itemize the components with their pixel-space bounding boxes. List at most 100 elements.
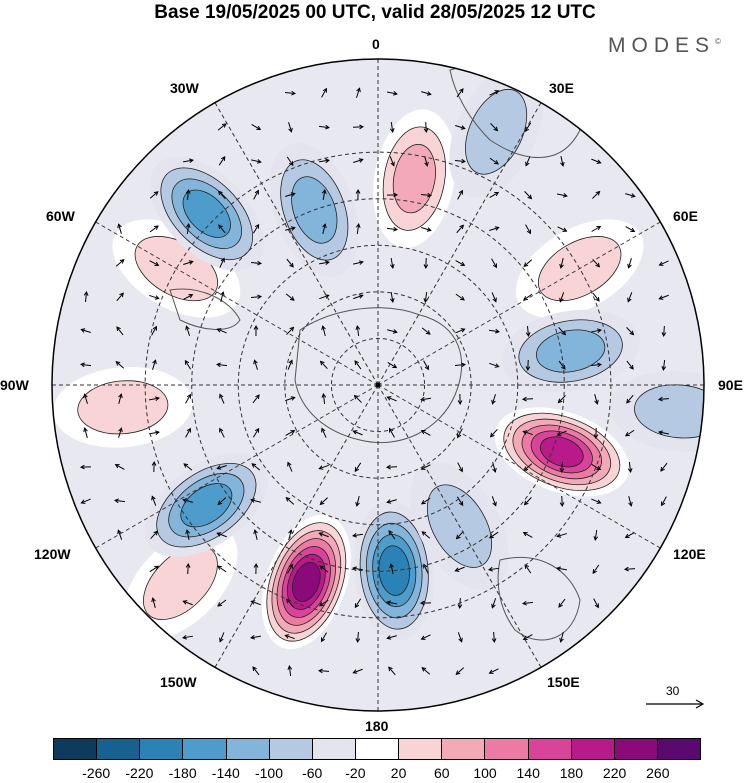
- wind-arrow: [522, 532, 533, 538]
- wind-arrow: [151, 495, 157, 506]
- wind-arrow: [352, 532, 364, 538]
- wind-arrow: [114, 464, 125, 470]
- anomaly-contour: [180, 483, 233, 528]
- wind-arrow: [522, 634, 533, 640]
- wind-arrow: [318, 464, 329, 470]
- lon-label-0: 0: [372, 36, 380, 52]
- wind-arrow: [657, 396, 670, 402]
- wind-arrow: [491, 631, 497, 644]
- wind-arrow: [80, 328, 91, 334]
- wind-arrow: [455, 293, 465, 301]
- wind-arrow: [251, 463, 261, 471]
- colorbar-tick-label: -100: [254, 765, 284, 781]
- wind-arrow: [491, 598, 497, 609]
- wind-arrow: [490, 123, 499, 132]
- wind-arrow: [521, 396, 534, 402]
- wind-arrow: [185, 325, 191, 336]
- wind-arrow: [591, 225, 602, 232]
- wind-arrow: [149, 260, 160, 266]
- wind-arrow: [627, 292, 633, 303]
- wind-arrow: [525, 224, 531, 235]
- wind-arrow: [321, 392, 327, 405]
- wind-arrow: [626, 394, 634, 404]
- wind-arrow: [216, 328, 227, 334]
- wind-arrow: [424, 156, 429, 167]
- wind-arrow: [386, 600, 398, 606]
- brand-mark: ©: [715, 37, 721, 46]
- wind-arrow: [322, 223, 327, 234]
- colorbar-tick-label: -60: [302, 765, 323, 781]
- wind-arrow: [457, 632, 463, 643]
- wind-arrow: [251, 159, 262, 164]
- wind-arrow: [423, 121, 429, 134]
- wind-arrow: [118, 393, 123, 404]
- wind-arrow: [285, 192, 296, 197]
- colorbar-tick-label: 220: [602, 765, 627, 781]
- wind-arrow: [253, 324, 259, 337]
- wind-arrow: [389, 291, 395, 303]
- map-border: [51, 58, 705, 712]
- wind-arrow: [286, 156, 294, 167]
- wind-arrow: [627, 461, 633, 474]
- wind-arrow: [115, 259, 125, 267]
- wind-arrow: [423, 257, 429, 270]
- wind-arrow: [83, 393, 88, 404]
- wind-arrow: [149, 191, 159, 199]
- colorbar-swatch: [54, 739, 98, 759]
- wind-arrow: [354, 360, 362, 370]
- meridian-line: [214, 384, 379, 668]
- wind-arrow: [489, 362, 500, 368]
- wind-arrow: [523, 497, 532, 506]
- wind-arrow: [491, 292, 497, 303]
- colorbar-tick-label: 180: [559, 765, 584, 781]
- meridian-line: [95, 221, 379, 386]
- wind-arrow: [218, 155, 226, 166]
- wind-arrow: [389, 563, 394, 574]
- wind-arrow: [216, 532, 227, 538]
- wind-arrow: [185, 529, 190, 540]
- wind-arrow: [319, 360, 328, 370]
- wind-arrow: [491, 496, 497, 507]
- wind-arrow: [285, 226, 296, 231]
- wind-arrow: [591, 158, 602, 164]
- wind-arrow: [217, 190, 226, 200]
- wind-arrow: [287, 461, 293, 472]
- wind-arrow: [523, 463, 533, 471]
- wind-arrow: [489, 90, 500, 96]
- wind-arrow: [455, 667, 465, 676]
- anomaly-field: [53, 66, 704, 650]
- wind-arrow: [284, 634, 295, 640]
- wind-arrow: [317, 668, 330, 674]
- wind-arrow: [353, 260, 364, 265]
- wind-arrow: [492, 462, 497, 473]
- wind-arrow: [627, 258, 632, 269]
- wind-arrow: [421, 327, 431, 335]
- colorbar-tick-label: 20: [390, 765, 407, 781]
- wind-arrow: [386, 192, 399, 198]
- wind-arrow: [252, 394, 260, 404]
- wind-arrow: [488, 566, 500, 572]
- wind-arrow: [250, 498, 261, 503]
- colorbar-swatch: [571, 739, 615, 759]
- wind-arrow: [522, 600, 534, 606]
- wind-arrow: [285, 430, 296, 436]
- wind-arrow: [489, 226, 500, 232]
- wind-arrow: [454, 566, 465, 572]
- wind-arrow: [353, 394, 362, 403]
- wind-arrow: [455, 328, 466, 334]
- wind-arrow: [594, 394, 599, 405]
- meridian-line: [214, 102, 379, 386]
- wind-arrow: [321, 325, 326, 336]
- wind-arrow: [80, 498, 91, 504]
- wind-arrow: [250, 600, 261, 606]
- wind-arrow: [658, 260, 669, 266]
- pole-marker: [375, 382, 381, 388]
- wind-arrow: [288, 122, 293, 133]
- wind-arrow: [253, 562, 259, 575]
- wind-arrow: [285, 396, 296, 402]
- wind-arrow: [420, 192, 433, 198]
- wind-arrow: [252, 666, 260, 676]
- anomaly-contour: [535, 329, 606, 373]
- wind-arrow: [217, 123, 227, 131]
- wind-arrow: [491, 394, 496, 405]
